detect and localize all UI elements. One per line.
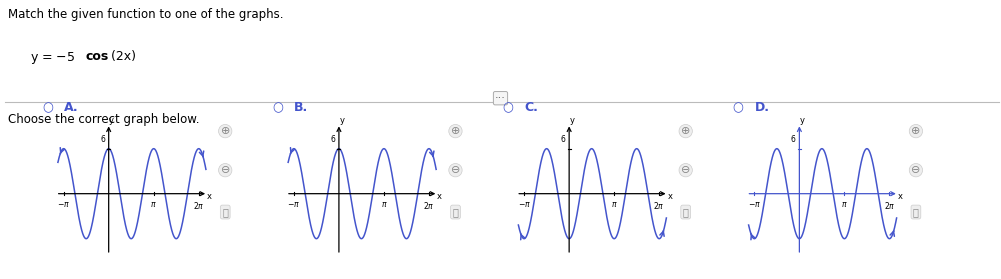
Text: $\pi$: $\pi$ — [380, 200, 387, 209]
Text: $2\pi$: $2\pi$ — [884, 200, 895, 211]
Text: x: x — [898, 192, 903, 201]
Text: ⊖: ⊖ — [911, 165, 921, 175]
Text: 6: 6 — [791, 135, 796, 144]
Text: $2\pi$: $2\pi$ — [654, 200, 665, 211]
Text: ⊕: ⊕ — [911, 126, 921, 136]
Text: ○: ○ — [503, 101, 514, 114]
Text: $\pi$: $\pi$ — [611, 200, 618, 209]
Text: y: y — [800, 116, 805, 125]
Text: y: y — [109, 116, 114, 125]
Text: ⊖: ⊖ — [220, 165, 230, 175]
Text: ···: ··· — [495, 93, 506, 103]
Text: 6: 6 — [330, 135, 335, 144]
Text: B.: B. — [294, 101, 308, 114]
Text: ○: ○ — [272, 101, 283, 114]
Text: y = $-$5: y = $-$5 — [30, 50, 76, 66]
Text: 6: 6 — [561, 135, 566, 144]
Text: $-\pi$: $-\pi$ — [287, 200, 300, 209]
Text: y: y — [570, 116, 575, 125]
Text: C.: C. — [525, 101, 539, 114]
Text: 6: 6 — [100, 135, 105, 144]
Text: D.: D. — [755, 101, 770, 114]
Text: $\pi$: $\pi$ — [150, 200, 157, 209]
Text: x: x — [437, 192, 442, 201]
Text: cos: cos — [85, 50, 108, 63]
Text: A.: A. — [64, 101, 79, 114]
Text: $\pi$: $\pi$ — [841, 200, 848, 209]
Text: ○: ○ — [733, 101, 744, 114]
Text: ⧉: ⧉ — [913, 207, 919, 217]
Text: (2x): (2x) — [107, 50, 136, 63]
Text: $-\pi$: $-\pi$ — [57, 200, 70, 209]
Text: ⊕: ⊕ — [450, 126, 460, 136]
Text: $2\pi$: $2\pi$ — [193, 200, 204, 211]
Text: Choose the correct graph below.: Choose the correct graph below. — [8, 113, 199, 126]
Text: ⊕: ⊕ — [220, 126, 230, 136]
Text: $-\pi$: $-\pi$ — [518, 200, 531, 209]
Text: ⊕: ⊕ — [681, 126, 691, 136]
Text: Match the given function to one of the graphs.: Match the given function to one of the g… — [8, 8, 283, 21]
Text: x: x — [668, 192, 673, 201]
Text: $-\pi$: $-\pi$ — [748, 200, 761, 209]
Text: ⊖: ⊖ — [681, 165, 691, 175]
Text: y: y — [339, 116, 344, 125]
Text: ⊖: ⊖ — [450, 165, 460, 175]
Text: x: x — [207, 192, 212, 201]
Text: ⧉: ⧉ — [222, 207, 228, 217]
Text: ⧉: ⧉ — [452, 207, 458, 217]
Text: $2\pi$: $2\pi$ — [423, 200, 434, 211]
Text: ○: ○ — [42, 101, 53, 114]
Text: ⧉: ⧉ — [683, 207, 689, 217]
